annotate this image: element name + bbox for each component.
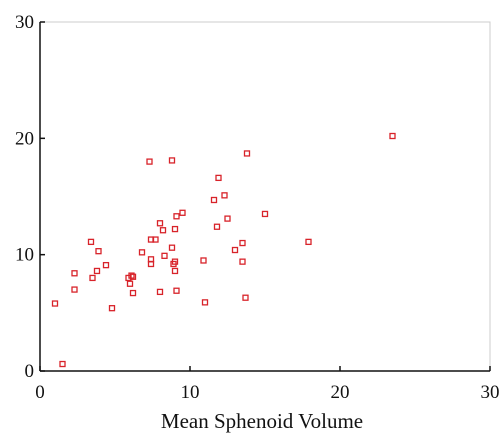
data-point: [93, 267, 101, 275]
data-point: [179, 209, 186, 216]
data-point: [156, 220, 164, 227]
y-tick-label: 20: [15, 128, 34, 149]
data-points: [51, 132, 396, 368]
data-point: [102, 261, 110, 269]
data-point: [168, 244, 176, 251]
data-point: [156, 288, 164, 296]
data-point: [108, 305, 116, 312]
data-point: [159, 227, 167, 234]
data-point: [239, 258, 246, 265]
data-point: [126, 280, 134, 287]
plot-area: [39, 21, 491, 372]
data-point: [147, 256, 155, 263]
data-point: [201, 299, 209, 306]
data-point: [261, 210, 269, 218]
y-tick-label: 30: [15, 12, 34, 33]
data-point: [128, 272, 135, 279]
data-point: [215, 174, 222, 182]
data-point: [59, 360, 66, 368]
data-point: [95, 248, 102, 255]
data-point: [389, 132, 396, 140]
data-point: [152, 236, 159, 243]
x-tick-label: 10: [181, 382, 200, 403]
data-point: [146, 158, 153, 165]
x-axis-ticks: 0 10 20 30: [35, 366, 500, 403]
x-tick-label: 20: [331, 382, 350, 403]
y-axis-ticks: 0 10 20 30: [15, 12, 45, 382]
data-point: [173, 287, 180, 294]
data-point: [239, 239, 246, 247]
data-point: [221, 192, 228, 199]
data-point: [200, 257, 207, 264]
x-tick-label: 0: [35, 382, 45, 403]
data-point: [243, 150, 251, 157]
x-axis-label: Mean Sphenoid Volume: [161, 409, 363, 433]
data-point: [171, 225, 179, 233]
data-point: [168, 157, 176, 164]
data-point: [129, 289, 137, 297]
data-point: [173, 213, 180, 220]
data-point: [138, 249, 146, 256]
data-point: [71, 286, 78, 293]
data-point: [87, 238, 95, 246]
data-point: [231, 246, 239, 254]
data-point: [242, 294, 249, 301]
y-tick-label: 0: [25, 361, 35, 382]
data-point: [171, 267, 179, 275]
y-tick-label: 10: [15, 245, 34, 266]
data-point: [71, 270, 78, 277]
data-point: [51, 300, 59, 307]
data-point: [224, 215, 231, 222]
data-point: [129, 273, 137, 280]
data-point: [213, 223, 221, 230]
data-point: [171, 258, 179, 265]
data-point: [210, 196, 218, 204]
data-point: [89, 274, 96, 282]
x-tick-label: 30: [481, 382, 500, 403]
data-point: [161, 252, 168, 259]
data-point: [305, 238, 312, 246]
